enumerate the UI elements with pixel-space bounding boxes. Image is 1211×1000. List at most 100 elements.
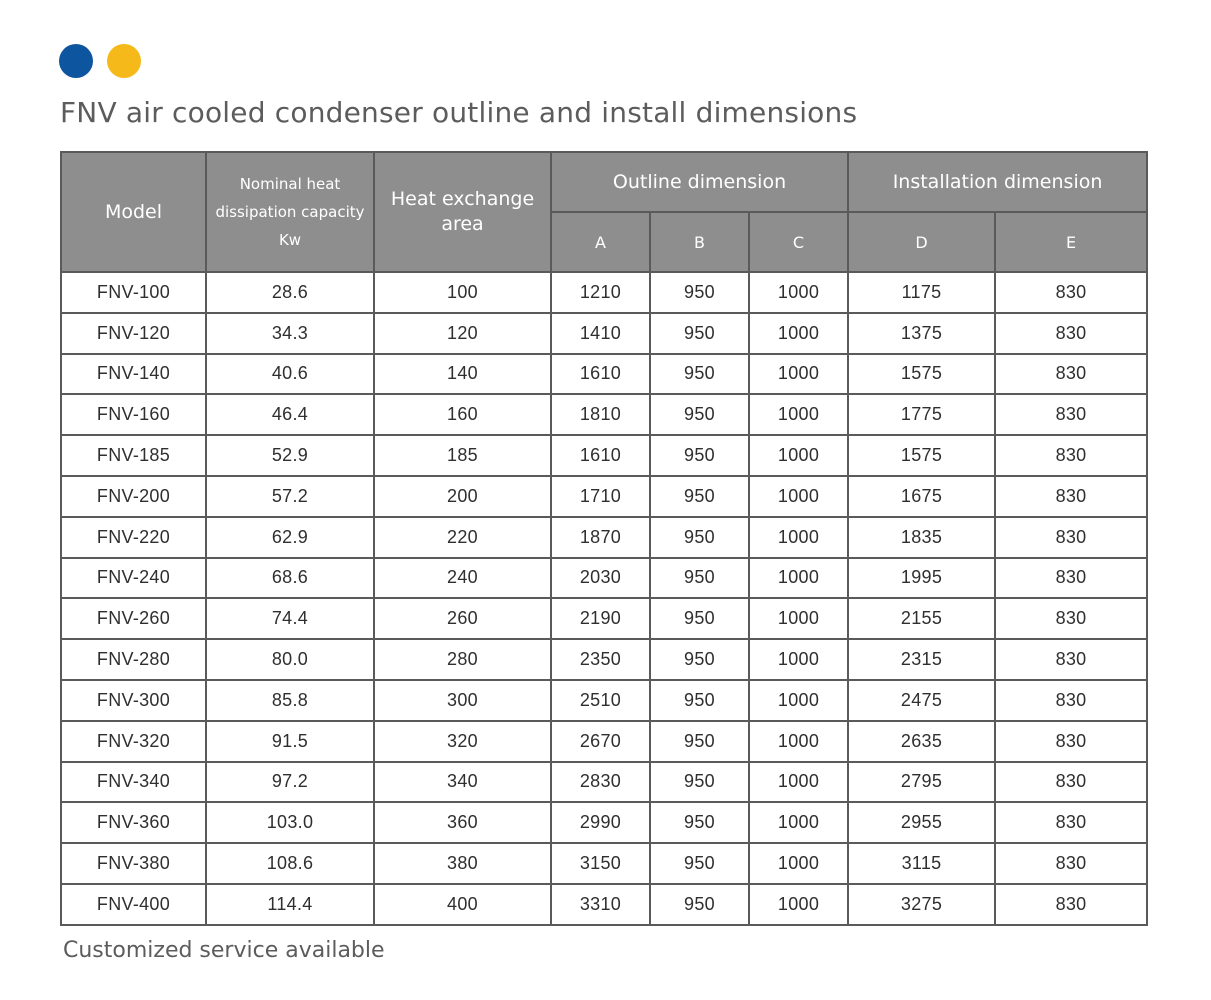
cell-d: 1995: [847, 556, 997, 600]
cell-a: 1610: [550, 434, 651, 477]
cell-e: 830: [994, 434, 1149, 477]
cell-a: 2830: [550, 760, 651, 804]
cell-area: 320: [373, 719, 552, 763]
cell-c: 1000: [747, 556, 850, 600]
cell-d: 2955: [847, 801, 997, 845]
cell-b: 950: [649, 597, 750, 641]
cell-model: FNV-280: [60, 638, 207, 681]
cell-model: FNV-120: [60, 311, 207, 355]
cell-area: 340: [373, 760, 552, 804]
cell-area: 360: [373, 801, 552, 845]
cell-area: 260: [373, 597, 552, 641]
table-row: FNV-260 74.4 260 2190 950 1000 2155 830: [60, 597, 1149, 641]
cell-e: 830: [994, 515, 1149, 559]
cell-area: 160: [373, 393, 552, 437]
cell-c: 1000: [747, 434, 850, 477]
header-e: E: [994, 211, 1149, 273]
table-row: FNV-160 46.4 160 1810 950 1000 1775 830: [60, 393, 1149, 437]
cell-capacity: 34.3: [205, 311, 375, 355]
cell-a: 2030: [550, 556, 651, 600]
cell-capacity: 80.0: [205, 638, 375, 681]
cell-e: 830: [994, 393, 1149, 437]
table-row: FNV-320 91.5 320 2670 950 1000 2635 830: [60, 719, 1149, 763]
table-row: FNV-120 34.3 120 1410 950 1000 1375 830: [60, 311, 1149, 355]
cell-a: 1710: [550, 474, 651, 518]
cell-d: 1835: [847, 515, 997, 559]
table-row: FNV-300 85.8 300 2510 950 1000 2475 830: [60, 678, 1149, 722]
cell-e: 830: [994, 760, 1149, 804]
cell-area: 220: [373, 515, 552, 559]
cell-b: 950: [649, 434, 750, 477]
header-a: A: [550, 211, 651, 273]
table-row: FNV-280 80.0 280 2350 950 1000 2315 830: [60, 638, 1149, 681]
cell-d: 2475: [847, 678, 997, 722]
table-row: FNV-200 57.2 200 1710 950 1000 1675 830: [60, 474, 1149, 518]
cell-area: 400: [373, 882, 552, 926]
page-title: FNV air cooled condenser outline and ins…: [60, 96, 858, 129]
cell-a: 2190: [550, 597, 651, 641]
table-body: FNV-100 28.6 100 1210 950 1000 1175 830 FNV-120 3…: [60, 271, 1149, 926]
table-row: FNV-240 68.6 240 2030 950 1000 1995 830: [60, 556, 1149, 600]
cell-c: 1000: [747, 801, 850, 845]
cell-model: FNV-185: [60, 434, 207, 477]
cell-c: 1000: [747, 393, 850, 437]
cell-d: 1575: [847, 352, 997, 396]
cell-d: 3275: [847, 882, 997, 926]
cell-a: 2990: [550, 801, 651, 845]
cell-d: 2315: [847, 638, 997, 681]
cell-e: 830: [994, 842, 1149, 885]
header-area-line1: Heat exchange: [390, 188, 535, 210]
cell-b: 950: [649, 474, 750, 518]
table-row: FNV-380 108.6 380 3150 950 1000 3115 830: [60, 842, 1149, 885]
cell-c: 1000: [747, 678, 850, 722]
cell-a: 3310: [550, 882, 651, 926]
header-nominal-line2: dissipation capacity: [215, 203, 365, 221]
cell-a: 1810: [550, 393, 651, 437]
cell-e: 830: [994, 597, 1149, 641]
cell-c: 1000: [747, 638, 850, 681]
table-header: Model Nominal heat dissipation capacity …: [60, 151, 1149, 273]
cell-model: FNV-320: [60, 719, 207, 763]
cell-c: 1000: [747, 515, 850, 559]
table-row: FNV-185 52.9 185 1610 950 1000 1575 830: [60, 434, 1149, 477]
cell-c: 1000: [747, 842, 850, 885]
cell-capacity: 103.0: [205, 801, 375, 845]
cell-capacity: 91.5: [205, 719, 375, 763]
cell-capacity: 28.6: [205, 271, 375, 314]
cell-b: 950: [649, 882, 750, 926]
cell-model: FNV-340: [60, 760, 207, 804]
table-row: FNV-220 62.9 220 1870 950 1000 1835 830: [60, 515, 1149, 559]
cell-c: 1000: [747, 760, 850, 804]
header-c: C: [747, 211, 850, 273]
cell-model: FNV-380: [60, 842, 207, 885]
cell-b: 950: [649, 678, 750, 722]
cell-model: FNV-300: [60, 678, 207, 722]
cell-area: 300: [373, 678, 552, 722]
header-model: Model: [60, 151, 207, 273]
header-nominal-line1: Nominal heat: [239, 175, 341, 193]
cell-area: 200: [373, 474, 552, 518]
cell-capacity: 108.6: [205, 842, 375, 885]
header-outline-dimension: Outline dimension: [549, 151, 850, 213]
cell-model: FNV-260: [60, 597, 207, 641]
cell-capacity: 46.4: [205, 393, 375, 437]
cell-a: 2670: [550, 719, 651, 763]
cell-capacity: 85.8: [205, 678, 375, 722]
header-installation-dimension: Installation dimension: [847, 151, 1149, 213]
table-row: FNV-340 97.2 340 2830 950 1000 2795 830: [60, 760, 1149, 804]
table-row: FNV-360 103.0 360 2990 950 1000 2955 830: [60, 801, 1149, 845]
cell-a: 2510: [550, 678, 651, 722]
cell-e: 830: [994, 638, 1149, 681]
cell-area: 100: [373, 271, 552, 314]
cell-d: 2155: [847, 597, 997, 641]
header-area-line2: area: [441, 213, 484, 235]
cell-e: 830: [994, 556, 1149, 600]
yellow-dot-icon: [107, 44, 141, 78]
cell-model: FNV-240: [60, 556, 207, 600]
cell-model: FNV-360: [60, 801, 207, 845]
cell-a: 1410: [550, 311, 651, 355]
cell-b: 950: [649, 801, 750, 845]
cell-model: FNV-100: [60, 271, 207, 314]
cell-area: 185: [373, 434, 552, 477]
cell-b: 950: [649, 515, 750, 559]
